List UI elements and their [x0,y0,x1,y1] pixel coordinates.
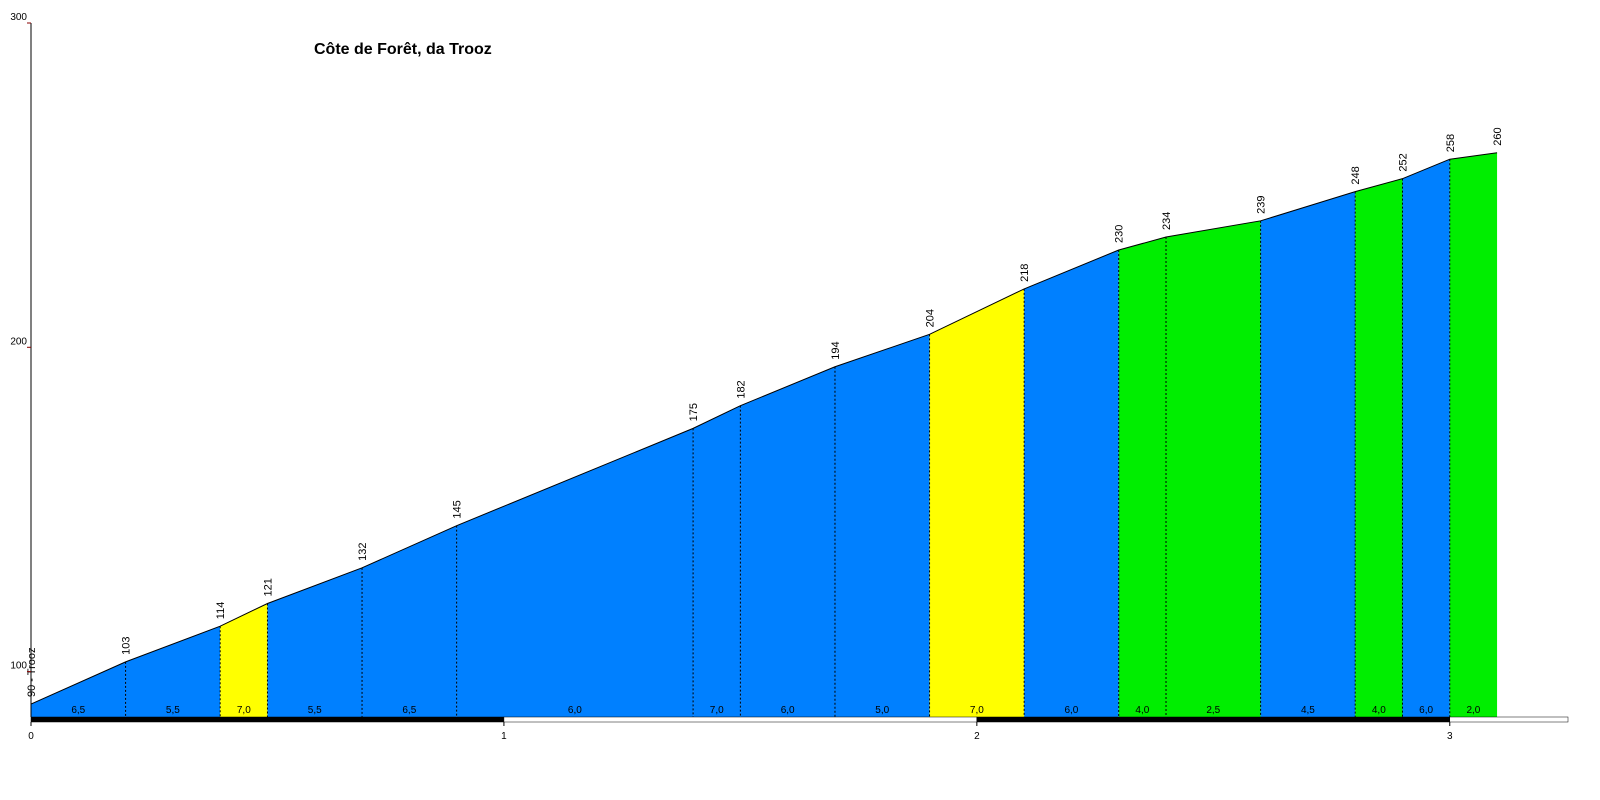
elevation-label: 114 [215,602,227,620]
elevation-label: 103 [121,637,133,655]
segment [125,626,221,717]
elevation-label: 252 [1397,153,1409,171]
km-bar [1449,716,1569,723]
elevation-label: 230 [1114,225,1126,243]
elevation-label: 234 [1161,212,1173,230]
gradient-label: 6,0 [1419,705,1433,716]
elevation-label: 182 [735,380,747,398]
segment [740,366,835,717]
segment [693,405,741,717]
gradient-label: 4,0 [1135,705,1149,716]
gradient-label: 4,5 [1301,705,1315,716]
gradient-label: 7,0 [237,705,251,716]
gradient-label: 5,5 [308,705,322,716]
segment [220,603,268,717]
y-tick-label: 200 [10,336,27,347]
elevation-label: 218 [1019,264,1031,282]
segment [834,334,930,717]
km-bar [30,716,505,723]
gradient-label: 7,0 [970,705,984,716]
elevation-label: 194 [830,341,842,359]
y-tick-label: 300 [10,12,27,23]
elevation-label: 248 [1350,166,1362,184]
segment [362,525,457,717]
gradient-label: 5,0 [875,705,889,716]
x-tick-label: 3 [1447,731,1453,742]
segment [456,428,694,717]
segment [1449,152,1498,718]
gradient-label: 4,0 [1372,705,1386,716]
segment [1402,159,1450,717]
elevation-label: 132 [357,542,369,560]
profile-line [30,152,1498,705]
km-bar [503,716,978,723]
segment [1260,191,1356,718]
gradient-label: 5,5 [166,705,180,716]
elevation-label: 175 [688,403,700,421]
y-tick-label: 100 [10,661,27,672]
gradient-label: 6,5 [71,705,85,716]
elevation-label: 204 [925,309,937,327]
elevation-label: 260 [1492,127,1504,145]
elevation-label: 258 [1445,134,1457,152]
gradient-label: 6,0 [1064,705,1078,716]
x-tick-label: 2 [974,731,980,742]
gradient-label: 6,5 [402,705,416,716]
gradient-label: 6,0 [781,705,795,716]
elevation-label: 121 [262,578,274,596]
segment [929,288,1025,717]
segment [1024,250,1119,717]
segment [31,661,126,717]
elevation-label: 90 - Trooz [26,647,38,697]
gradient-label: 2,0 [1466,705,1480,716]
segment [1355,178,1403,717]
segment [267,567,363,717]
gradient-label: 2,5 [1206,705,1220,716]
elevation-label: 145 [452,500,464,518]
chart-title: Côte de Forêt, da Trooz [314,41,492,58]
gradient-label: 6,0 [568,705,582,716]
segment [1166,220,1261,717]
x-tick-label: 0 [28,731,34,742]
x-tick-label: 1 [501,731,507,742]
elevation-label: 239 [1256,195,1268,213]
km-bar [976,716,1451,723]
gradient-label: 7,0 [710,705,724,716]
segment [1118,237,1167,717]
